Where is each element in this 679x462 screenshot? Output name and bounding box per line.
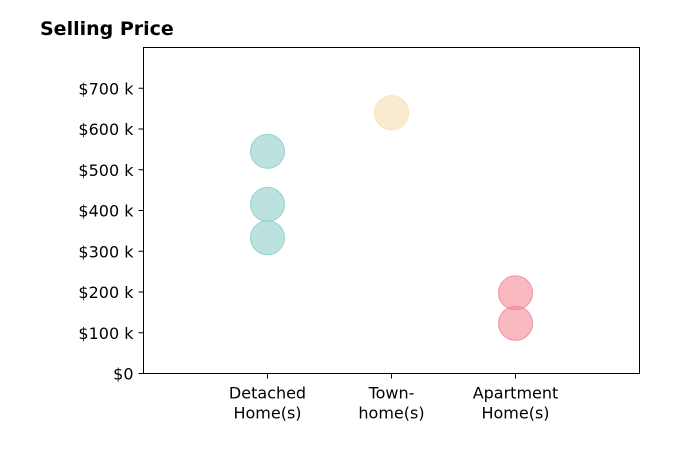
data-points [250, 95, 533, 341]
y-tick-label: $0 [113, 365, 133, 384]
data-point [250, 133, 285, 169]
data-point [498, 305, 533, 341]
x-tick-label: Town-home(s) [358, 384, 424, 423]
chart-title: Selling Price [40, 18, 174, 40]
y-tick-label: $400 k [78, 202, 134, 221]
y-tick-label: $300 k [78, 242, 134, 261]
y-tick-label: $100 k [78, 324, 134, 343]
y-tick-label: $500 k [78, 161, 134, 180]
data-point [250, 220, 285, 256]
data-point [498, 275, 533, 311]
y-tick-label: $600 k [78, 120, 134, 139]
x-tick-label: Apartment Home(s) [473, 384, 559, 423]
data-point [250, 186, 285, 222]
x-axis: Detached Home(s) Town-home(s) Apartment Home… [229, 373, 559, 423]
data-point [374, 95, 409, 131]
x-tick-label: Detached Home(s) [229, 384, 306, 423]
y-tick-label: $700 k [78, 79, 134, 98]
y-tick-label: $200 k [78, 283, 134, 302]
y-axis: $0 $100 k $200 k $300 k $400 k $500 k $600 k $7… [78, 79, 144, 384]
